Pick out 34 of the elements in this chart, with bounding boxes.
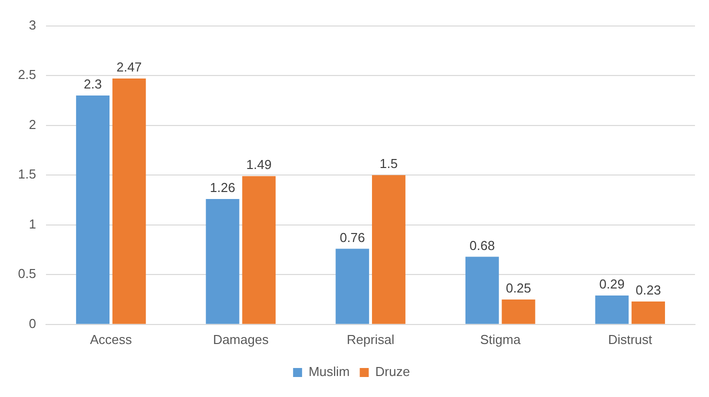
- x-tick-label: Distrust: [608, 332, 653, 347]
- data-label: 1.5: [380, 156, 398, 172]
- x-tick-label: Reprisal: [346, 332, 394, 347]
- bar: [632, 302, 665, 324]
- y-tick-label: 0: [28, 316, 36, 331]
- y-tick-label: 2: [28, 116, 36, 132]
- legend-label: Druze: [375, 364, 410, 380]
- bar: [372, 175, 406, 324]
- data-label: 2.47: [116, 60, 142, 75]
- legend-label: Muslim: [308, 364, 350, 380]
- bar: [206, 198, 240, 324]
- data-label: 0.23: [636, 282, 661, 298]
- data-label: 0.76: [340, 230, 366, 245]
- bar: [465, 256, 499, 324]
- data-label: 1.26: [210, 180, 236, 196]
- y-tick-label: 1.5: [18, 166, 36, 182]
- bar: [76, 95, 110, 324]
- y-tick-label: 0.5: [18, 266, 36, 282]
- data-label: 2.3: [84, 76, 102, 92]
- x-tick-label: Access: [90, 332, 132, 347]
- y-tick-label: 1: [28, 216, 36, 232]
- data-label: 0.29: [599, 276, 625, 292]
- data-label: 1.49: [246, 157, 272, 172]
- bar: [336, 248, 370, 324]
- data-label: 0.68: [469, 238, 495, 253]
- y-tick-label: 3: [28, 17, 36, 32]
- bar: [502, 300, 536, 324]
- bar: [595, 296, 629, 324]
- y-tick-label: 2.5: [18, 67, 36, 82]
- x-tick-label: Stigma: [480, 332, 522, 347]
- bar: [242, 176, 276, 324]
- x-tick-label: Damages: [212, 332, 270, 347]
- bar: [112, 78, 146, 324]
- data-label: 0.25: [506, 280, 532, 296]
